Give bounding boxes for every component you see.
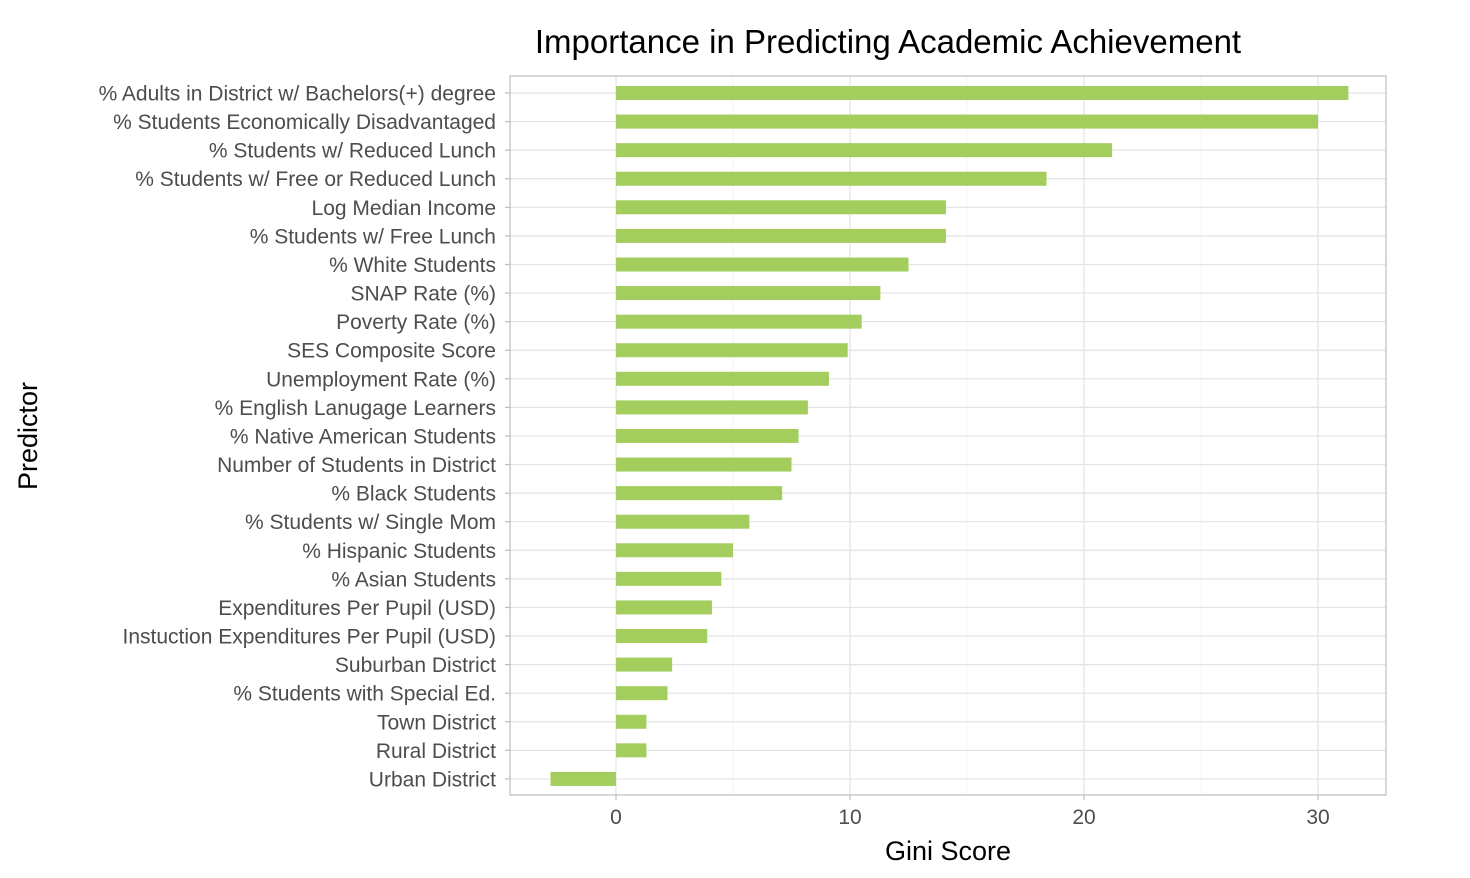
category-label: % Adults in District w/ Bachelors(+) deg… bbox=[99, 83, 496, 106]
category-label: % English Lanugage Learners bbox=[215, 397, 496, 420]
bar bbox=[616, 400, 808, 415]
y-axis-title: Predictor bbox=[13, 382, 43, 490]
x-tick-label: 10 bbox=[838, 806, 861, 829]
bar bbox=[616, 200, 946, 215]
category-label: Town District bbox=[377, 711, 496, 734]
bar bbox=[616, 314, 862, 329]
bar bbox=[616, 743, 647, 758]
category-label: Poverty Rate (%) bbox=[336, 311, 496, 334]
bar bbox=[616, 428, 799, 443]
chart-title: Importance in Predicting Academic Achiev… bbox=[535, 23, 1241, 60]
bar bbox=[616, 514, 750, 529]
x-axis: 0 10 20 30 bbox=[610, 795, 1330, 829]
bar bbox=[616, 114, 1318, 129]
bar bbox=[616, 600, 712, 615]
y-axis: % Adults in District w/ Bachelors(+) deg… bbox=[99, 83, 510, 791]
bar bbox=[616, 343, 848, 358]
category-label: Log Median Income bbox=[312, 197, 496, 220]
bar bbox=[616, 371, 829, 386]
bar bbox=[616, 286, 881, 301]
category-label: % Black Students bbox=[331, 483, 496, 506]
category-label: Suburban District bbox=[335, 654, 496, 677]
bar bbox=[616, 257, 909, 272]
x-tick-label: 30 bbox=[1306, 806, 1329, 829]
x-axis-title: Gini Score bbox=[885, 836, 1011, 866]
bar bbox=[616, 571, 722, 586]
bar bbox=[616, 457, 792, 472]
category-label: Unemployment Rate (%) bbox=[266, 368, 496, 391]
category-label: % Students Economically Disadvantaged bbox=[113, 111, 496, 134]
category-label: Expenditures Per Pupil (USD) bbox=[218, 597, 496, 620]
category-label: % Students w/ Single Mom bbox=[245, 511, 496, 534]
category-label: % Students w/ Reduced Lunch bbox=[209, 140, 496, 163]
category-label: Number of Students in District bbox=[217, 454, 496, 477]
x-tick-label: 20 bbox=[1072, 806, 1095, 829]
category-label: % Asian Students bbox=[331, 568, 496, 591]
bar bbox=[616, 543, 733, 558]
bars bbox=[550, 86, 1349, 786]
category-label: Rural District bbox=[376, 740, 496, 763]
category-label: Instuction Expenditures Per Pupil (USD) bbox=[123, 626, 497, 649]
bar bbox=[616, 171, 1047, 186]
category-label: SES Composite Score bbox=[287, 340, 496, 363]
category-label: % Native American Students bbox=[230, 425, 496, 448]
category-label: SNAP Rate (%) bbox=[351, 283, 497, 306]
bar bbox=[616, 714, 647, 729]
category-label: % Students w/ Free or Reduced Lunch bbox=[135, 168, 496, 191]
category-label: % Hispanic Students bbox=[302, 540, 496, 563]
bar bbox=[616, 657, 673, 672]
category-label: % Students with Special Ed. bbox=[233, 683, 496, 706]
category-label: % White Students bbox=[329, 254, 496, 277]
bar bbox=[616, 629, 708, 644]
category-label: Urban District bbox=[369, 768, 496, 791]
bar bbox=[616, 86, 1349, 100]
x-tick-label: 0 bbox=[610, 806, 622, 829]
bar bbox=[550, 771, 616, 786]
bar bbox=[616, 143, 1113, 158]
bar bbox=[616, 228, 946, 243]
category-label: % Students w/ Free Lunch bbox=[250, 225, 496, 248]
bar bbox=[616, 686, 668, 701]
bar bbox=[616, 486, 783, 501]
